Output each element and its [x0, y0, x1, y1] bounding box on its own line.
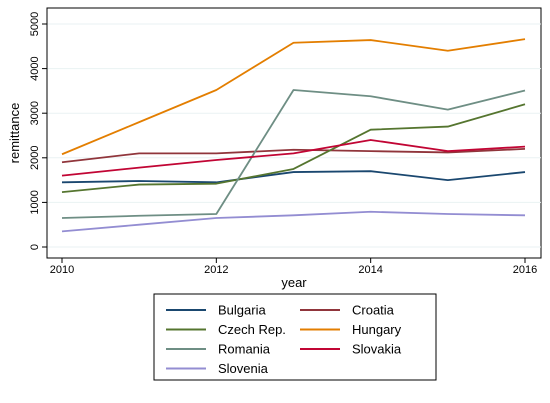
legend-label: Slovakia [352, 342, 402, 357]
x-axis: 2010 2012 2014 2016 [47, 257, 541, 276]
x-axis-title: year [281, 275, 307, 290]
series-line-bulgaria [61, 170, 526, 184]
legend-box [153, 293, 437, 381]
series-line-romania [61, 89, 526, 219]
legend-label: Hungary [352, 322, 402, 337]
legend-label: Bulgaria [218, 303, 266, 318]
x-tick-label: 2014 [358, 264, 382, 276]
series-line-hungary [61, 38, 526, 156]
legend-label: Slovenia [218, 361, 269, 376]
y-tick-label: 2000 [29, 146, 41, 170]
plot-area [46, 7, 542, 259]
gridlines [47, 23, 541, 248]
y-tick-label: 5000 [29, 12, 41, 36]
x-tick-label: 2010 [50, 264, 74, 276]
x-tick-label: 2012 [204, 264, 228, 276]
series-line-croatia [61, 147, 526, 164]
y-tick-label: 4000 [29, 56, 41, 80]
y-tick-label: 1000 [29, 190, 41, 214]
legend: Bulgaria Croatia Czech Rep. Hungary Romania S… [166, 303, 402, 376]
x-tick-label: 2016 [513, 264, 537, 276]
series-line-czech-rep [61, 103, 526, 194]
series-lines [61, 38, 526, 233]
y-axis: 0 1000 2000 3000 4000 5000 [29, 8, 48, 258]
legend-label: Romania [218, 342, 271, 357]
y-axis-title: remittance [7, 103, 22, 164]
series-line-slovenia [61, 210, 526, 233]
y-tick-label: 0 [29, 244, 41, 250]
legend-label: Czech Rep. [218, 322, 286, 337]
legend-label: Croatia [352, 303, 395, 318]
y-tick-label: 3000 [29, 101, 41, 125]
series-line-slovakia [61, 139, 526, 177]
